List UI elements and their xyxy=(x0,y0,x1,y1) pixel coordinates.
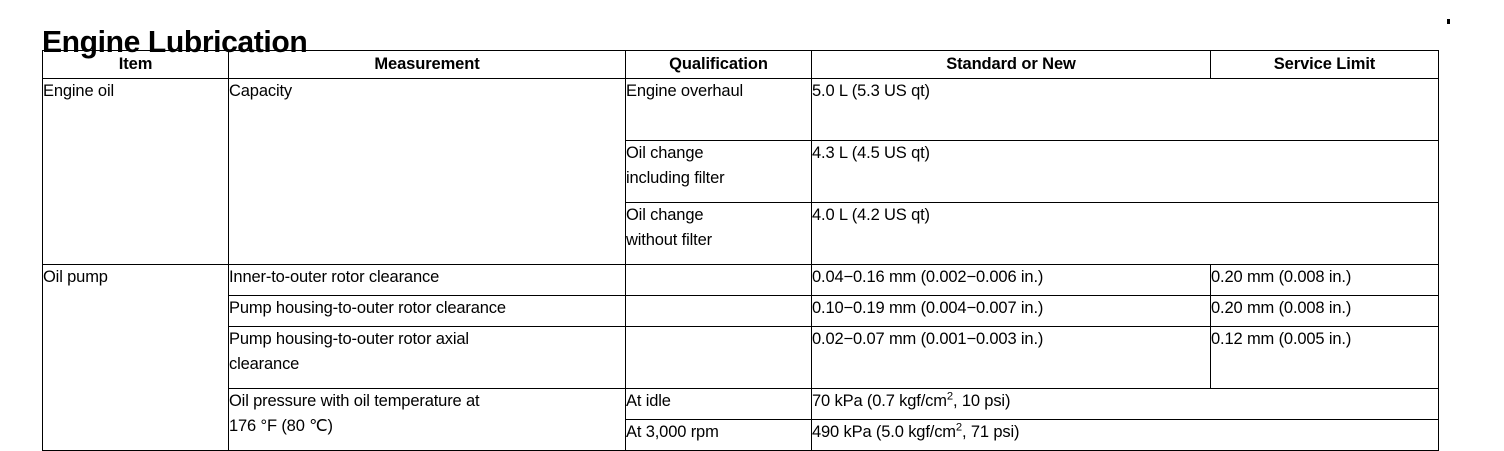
cell-measurement-inner-to-outer-rotor-clearance: Inner-to-outer rotor clearance xyxy=(228,264,626,296)
pressure-value-idle-pre: 70 kPa (0.7 kgf/cm xyxy=(812,392,947,410)
cell-standard-oil-pressure-at-idle: 70 kPa (0.7 kgf/cm2, 10 psi) xyxy=(811,388,1439,420)
cell-qualification-at-3000-rpm: At 3,000 rpm xyxy=(625,419,812,451)
pressure-value-idle-post: , 10 psi) xyxy=(952,392,1011,410)
table-header-row: Item Measurement Qualification Standard … xyxy=(42,50,1439,79)
cell-qualification-oil-change-including-filter: Oil change including filter xyxy=(625,140,812,203)
table-row: At 3,000 rpm 490 kPa (5.0 kgf/cm2, 71 ps… xyxy=(43,419,1439,451)
cell-qualification-empty-1 xyxy=(625,264,812,296)
pressure-value-rpm-pre: 490 kPa (5.0 kgf/cm xyxy=(812,423,956,441)
cell-standard-oil-pressure-at-3000-rpm: 490 kPa (5.0 kgf/cm2, 71 psi) xyxy=(811,419,1439,451)
cell-item-engine-oil: Engine oil xyxy=(42,78,229,265)
column-header-standard-or-new: Standard or New xyxy=(811,50,1211,79)
cell-service-limit-pump-housing-to-outer-rotor-clearance: 0.20 mm (0.008 in.) xyxy=(1210,295,1439,327)
column-header-measurement: Measurement xyxy=(228,50,626,79)
cell-standard-capacity-including-filter: 4.3 L (4.5 US qt) xyxy=(811,140,1439,203)
table-row: Pump housing-to-outer rotor clearance 0.… xyxy=(43,295,1439,327)
cell-standard-pump-housing-to-outer-rotor-axial-clearance: 0.02−0.07 mm (0.001−0.003 in.) xyxy=(811,326,1211,389)
cell-standard-capacity-without-filter: 4.0 L (4.2 US qt) xyxy=(811,202,1439,265)
table-row: Pump housing-to-outer rotor axial cleara… xyxy=(43,326,1439,389)
cell-service-limit-inner-to-outer-rotor-clearance: 0.20 mm (0.008 in.) xyxy=(1210,264,1439,296)
table-row: Oil pressure with oil temperature at 176… xyxy=(43,388,1439,451)
cell-measurement-oil-pressure: Oil pressure with oil temperature at 176… xyxy=(228,388,626,451)
cell-qualification-at-idle: At idle xyxy=(625,388,812,420)
cell-standard-pump-housing-to-outer-rotor-clearance: 0.10−0.19 mm (0.004−0.007 in.) xyxy=(811,295,1211,327)
cell-qualification-empty-2 xyxy=(625,295,812,327)
scan-speck-artifact xyxy=(1447,19,1450,24)
table-row: Oil change without filter 4.0 L (4.2 US … xyxy=(43,202,1439,265)
cell-measurement-pump-housing-to-outer-rotor-clearance: Pump housing-to-outer rotor clearance xyxy=(228,295,626,327)
cell-qualification-empty-3 xyxy=(625,326,812,389)
engine-lubrication-spec-table: Item Measurement Qualification Standard … xyxy=(42,50,1439,451)
column-header-qualification: Qualification xyxy=(625,50,812,79)
pressure-unit-superscript-rpm: 2 xyxy=(955,421,962,434)
column-header-item: Item xyxy=(42,50,229,79)
cell-measurement-pump-housing-to-outer-rotor-axial-clearance: Pump housing-to-outer rotor axial cleara… xyxy=(228,326,626,389)
pressure-value-rpm-post: , 71 psi) xyxy=(961,423,1020,441)
cell-service-limit-pump-housing-to-outer-rotor-axial-clearance: 0.12 mm (0.005 in.) xyxy=(1210,326,1439,389)
table-row: Engine oil Capacity Engine overhaul 5.0 … xyxy=(42,78,1439,265)
column-header-service-limit: Service Limit xyxy=(1210,50,1439,79)
cell-qualification-oil-change-without-filter: Oil change without filter xyxy=(625,202,812,265)
cell-item-oil-pump: Oil pump xyxy=(42,264,229,451)
pressure-unit-superscript-idle: 2 xyxy=(946,390,953,403)
cell-standard-inner-to-outer-rotor-clearance: 0.04−0.16 mm (0.002−0.006 in.) xyxy=(811,264,1211,296)
table-row: Oil pump Inner-to-outer rotor clearance … xyxy=(42,264,1439,451)
cell-measurement-capacity: Capacity xyxy=(228,78,626,265)
cell-standard-capacity-overhaul: 5.0 L (5.3 US qt) xyxy=(811,78,1439,141)
table-row: Oil change including filter 4.3 L (4.5 U… xyxy=(43,140,1439,203)
cell-qualification-engine-overhaul: Engine overhaul xyxy=(625,78,812,141)
